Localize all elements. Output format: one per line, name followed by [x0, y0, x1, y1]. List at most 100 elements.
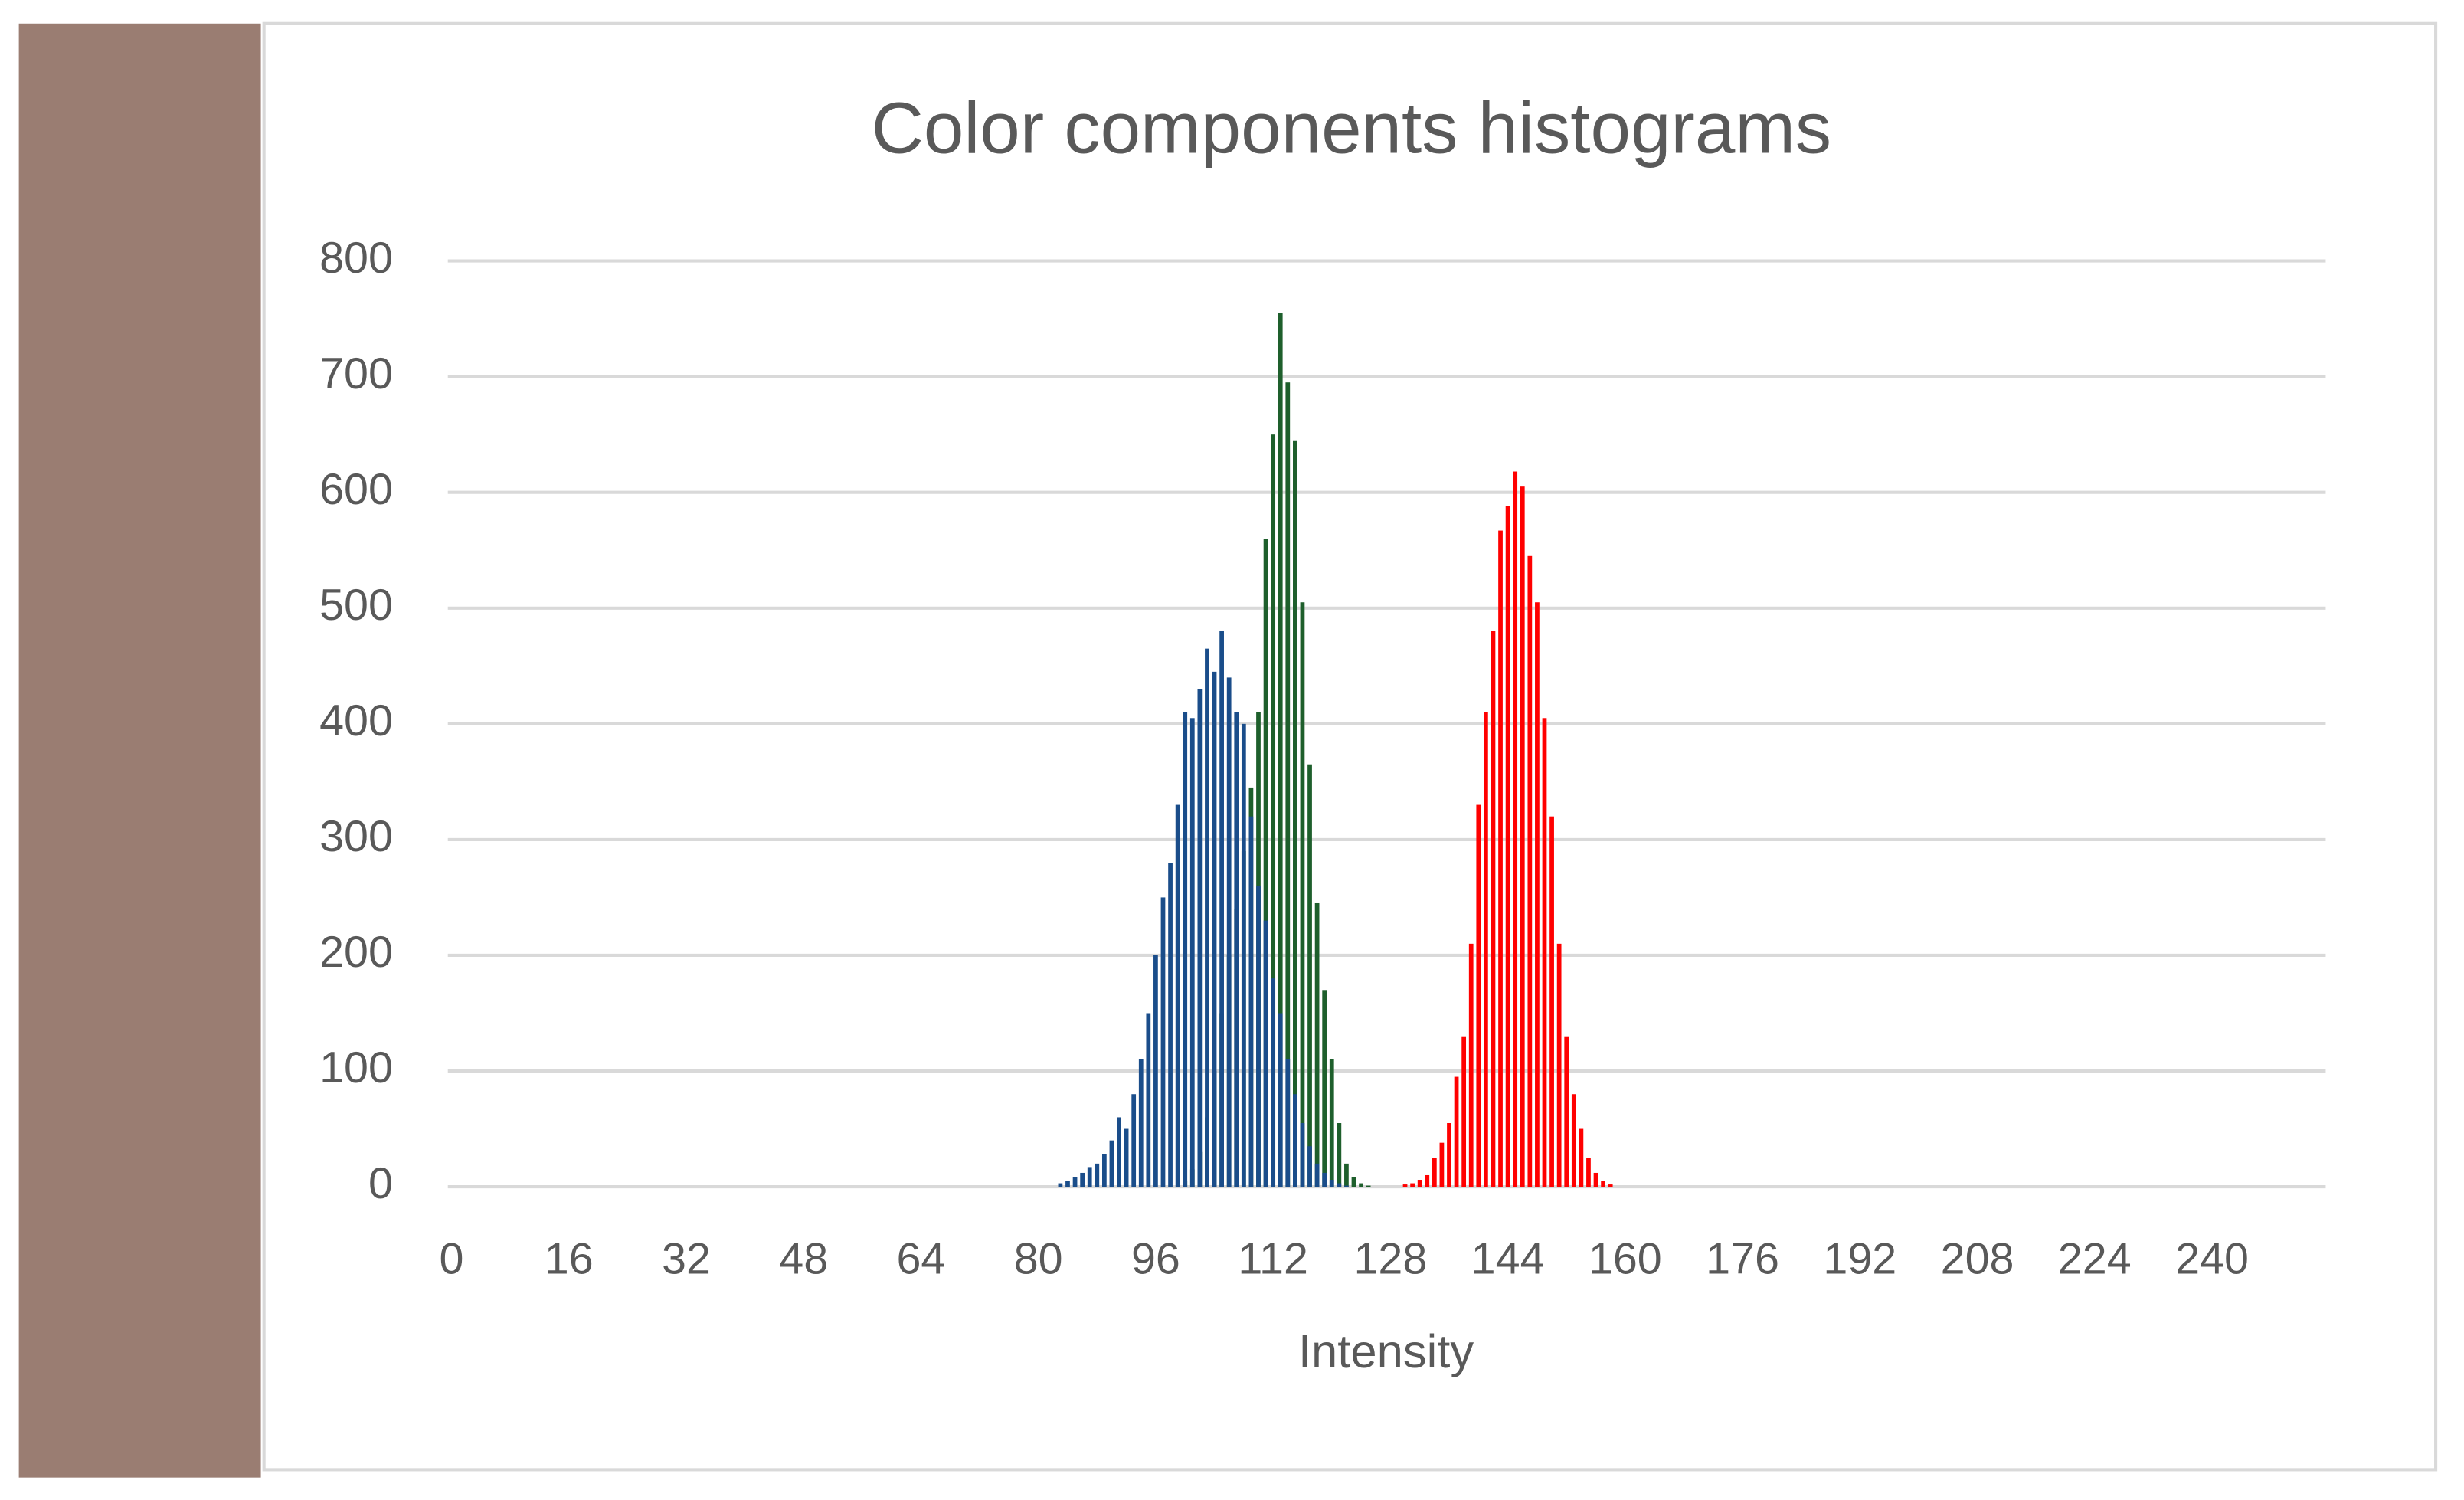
bar	[1117, 1117, 1121, 1187]
bar	[1219, 630, 1224, 1187]
y-tick-label: 200	[319, 928, 393, 977]
bar	[1241, 723, 1246, 1187]
x-axis-title: Intensity	[1298, 1325, 1474, 1378]
bar	[1153, 955, 1158, 1187]
bar	[1160, 897, 1166, 1187]
x-tick-label: 16	[545, 1235, 594, 1284]
bar	[1329, 1059, 1334, 1187]
bar	[1109, 1140, 1114, 1187]
bar	[1072, 1177, 1078, 1187]
x-tick-label: 128	[1353, 1235, 1427, 1284]
bar	[1461, 1036, 1467, 1187]
x-tick-label: 32	[662, 1235, 711, 1284]
bar	[1058, 1183, 1063, 1187]
bar	[1278, 1013, 1283, 1187]
bar	[1520, 486, 1525, 1187]
bar	[1454, 1076, 1459, 1187]
bar	[1513, 471, 1518, 1187]
bar	[1322, 990, 1327, 1187]
x-tick-label: 240	[2175, 1235, 2249, 1284]
x-tick-label: 160	[1589, 1235, 1662, 1284]
bar	[1138, 1059, 1144, 1187]
y-tick-label: 0	[368, 1159, 393, 1208]
bar	[1314, 1163, 1320, 1187]
bar	[1285, 382, 1291, 1187]
bar	[1278, 313, 1283, 1187]
bar	[1329, 1180, 1334, 1187]
bar	[1476, 804, 1481, 1187]
bar	[1314, 902, 1320, 1187]
bar	[1101, 1154, 1107, 1187]
x-tick-label: 144	[1471, 1235, 1545, 1284]
bar	[1300, 602, 1305, 1187]
bar	[1593, 1172, 1598, 1187]
bar	[1344, 1185, 1349, 1187]
bar	[1271, 434, 1276, 1187]
bar	[1293, 440, 1297, 1187]
bar	[1175, 804, 1180, 1187]
bar	[1189, 718, 1195, 1187]
bar	[1549, 816, 1554, 1187]
x-tick-label: 80	[1014, 1235, 1063, 1284]
bar	[1468, 943, 1474, 1187]
bar	[1579, 1128, 1584, 1187]
y-tick-label: 100	[319, 1043, 393, 1092]
bar	[1337, 1183, 1342, 1187]
bar	[1226, 677, 1232, 1187]
bar	[1366, 1185, 1371, 1187]
bar	[1183, 712, 1188, 1187]
bar	[1447, 1122, 1451, 1187]
bar	[1065, 1181, 1070, 1187]
bar	[1527, 555, 1533, 1187]
x-tick-label: 64	[896, 1235, 945, 1284]
bar	[1248, 816, 1254, 1187]
bar	[1300, 1122, 1305, 1187]
bar	[1359, 1183, 1363, 1187]
x-tick-label: 48	[779, 1235, 828, 1284]
bar	[1425, 1174, 1430, 1187]
x-tick-label: 0	[440, 1235, 464, 1284]
x-tick-label: 96	[1131, 1235, 1180, 1284]
bar	[1212, 671, 1217, 1187]
bar	[1505, 506, 1510, 1187]
bar	[1417, 1180, 1422, 1187]
x-tick-label: 176	[1706, 1235, 1779, 1284]
bar	[1205, 648, 1209, 1187]
bar	[1080, 1172, 1085, 1187]
bar	[1168, 863, 1173, 1187]
bar	[1285, 1059, 1291, 1187]
bar	[1234, 712, 1239, 1187]
bar	[1535, 602, 1540, 1187]
bar	[1263, 920, 1268, 1187]
bar	[1095, 1163, 1100, 1187]
bar	[1608, 1184, 1613, 1187]
bar	[1432, 1158, 1437, 1187]
bar	[1402, 1184, 1408, 1187]
bar	[1197, 689, 1203, 1187]
bar	[1124, 1128, 1129, 1187]
bar	[1322, 1172, 1327, 1187]
bar	[1131, 1094, 1137, 1187]
bar	[1410, 1183, 1415, 1187]
y-tick-label: 500	[319, 581, 393, 630]
bar	[1256, 886, 1261, 1187]
x-tick-label: 208	[1941, 1235, 2014, 1284]
bar	[1556, 943, 1562, 1187]
y-tick-label: 400	[319, 696, 393, 745]
bar	[1586, 1158, 1591, 1187]
bar	[1484, 712, 1488, 1187]
bar	[1307, 1146, 1312, 1187]
y-tick-label: 300	[319, 812, 393, 861]
bar	[1571, 1094, 1576, 1187]
y-tick-label: 700	[319, 349, 393, 398]
y-tick-label: 800	[319, 234, 393, 283]
bar	[1087, 1167, 1092, 1187]
bar	[1146, 1013, 1151, 1187]
x-tick-label: 112	[1238, 1235, 1308, 1284]
bar	[1498, 530, 1503, 1187]
x-tick-label: 224	[2058, 1235, 2132, 1284]
y-tick-label: 600	[319, 465, 393, 514]
bar	[1439, 1142, 1445, 1187]
